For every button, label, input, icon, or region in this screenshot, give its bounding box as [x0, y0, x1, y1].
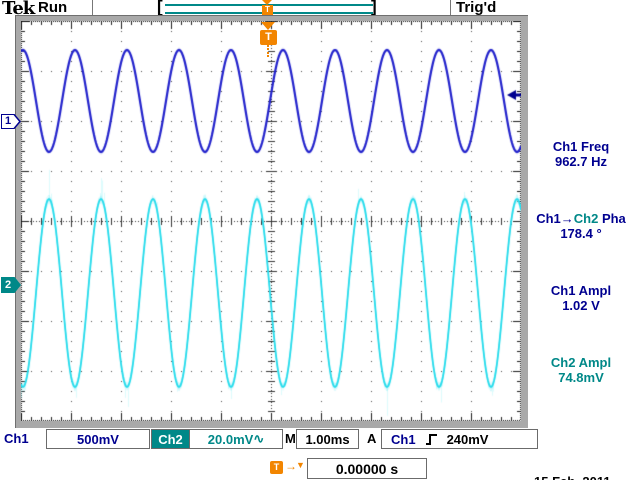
ch2-ground-marker: 2	[1, 277, 21, 293]
tek-logo: Tek	[2, 0, 35, 19]
ch2-scale-readout: 20.0mV ∿	[189, 429, 283, 449]
arrow-right-icon: →	[285, 459, 297, 473]
ch2-scale-value: 20.0mV	[207, 431, 254, 447]
measurement-label: Ch1→Ch2 Pha	[524, 211, 638, 226]
phase-dst: Ch2	[573, 211, 599, 226]
arrow-right-icon: →	[560, 211, 574, 226]
trigger-position-tail	[267, 45, 269, 57]
trigger-position-marker: T	[260, 30, 277, 45]
ch1-ground-marker: 1	[1, 114, 21, 129]
trigger-source: Ch1	[391, 431, 416, 447]
auto-trigger-label: A	[367, 431, 377, 446]
measurement-value: 178.4 °	[560, 226, 602, 241]
record-view-left-bracket: [	[157, 0, 163, 16]
waveform-canvas	[21, 21, 521, 421]
trigger-icon: T	[270, 461, 283, 474]
trigger-position-top-arrow-icon	[262, 0, 272, 5]
timebase-label: M	[285, 431, 296, 446]
measurement-value: 1.02 V	[562, 298, 600, 313]
header-divider-2	[450, 0, 451, 16]
measurement-value: 74.8mV	[558, 370, 604, 385]
trigger-level: 240mV	[446, 431, 489, 447]
measurement-ch1-freq: Ch1 Freq 962.7 Hz	[524, 139, 638, 169]
triangle-down-icon: ▼	[296, 460, 305, 470]
ch2-flag-label: 2	[4, 279, 12, 291]
measurement-value: 962.7 Hz	[554, 154, 608, 169]
phase-suffix: Pha	[598, 211, 626, 226]
measurement-ch1-ampl: Ch1 Ampl 1.02 V	[524, 283, 638, 313]
ch1-flag-label: 1	[4, 115, 12, 127]
trigger-status-label: Trig'd	[456, 0, 497, 16]
datetime: 15 Feb 2011 17:34:05	[534, 444, 638, 480]
trigger-position-top-marker: T	[262, 5, 273, 15]
trigger-time-readout: 0.00000 s	[307, 458, 427, 479]
date-label: 15 Feb 2011	[534, 474, 638, 480]
ch1-scale-readout: 500mV	[46, 429, 150, 449]
phase-src: Ch1	[536, 211, 561, 226]
ch2-label: Ch2	[151, 429, 190, 449]
trigger-settings-readout: Ch1 240mV	[381, 429, 538, 449]
ac-coupling-icon: ∿	[253, 431, 265, 446]
measurement-label: Ch1 Freq	[552, 139, 610, 154]
trigger-position-arrow-icon	[261, 22, 275, 30]
ch1-label: Ch1	[4, 431, 29, 446]
acquisition-state-label: Run	[38, 0, 68, 16]
rising-edge-icon	[425, 433, 437, 445]
timebase-readout: 1.00ms	[296, 429, 359, 449]
header-divider	[92, 0, 93, 16]
measurement-label: Ch2 Ampl	[550, 355, 612, 370]
measurement-ch2-ampl: Ch2 Ampl 74.8mV	[524, 355, 638, 385]
measurement-label: Ch1 Ampl	[550, 283, 612, 298]
record-view-right-bracket: ]	[371, 0, 377, 16]
measurement-phase: Ch1→Ch2 Pha 178.4 °	[524, 211, 638, 241]
